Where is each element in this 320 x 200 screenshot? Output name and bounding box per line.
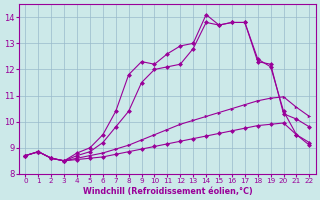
X-axis label: Windchill (Refroidissement éolien,°C): Windchill (Refroidissement éolien,°C)	[83, 187, 252, 196]
